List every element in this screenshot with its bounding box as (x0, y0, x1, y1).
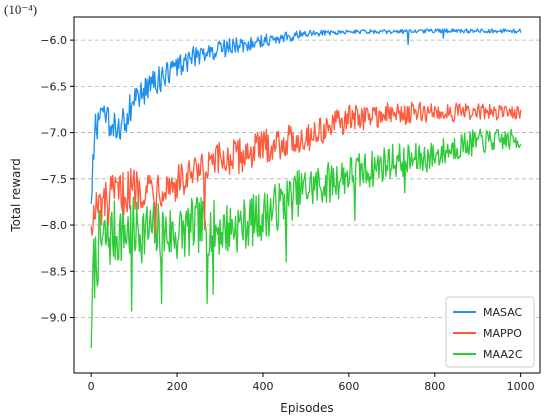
gridlines (74, 39, 540, 318)
y-tick-label: −9.0 (40, 312, 67, 325)
plot-frame (73, 16, 541, 374)
y-tick-label: −8.0 (40, 219, 67, 232)
series-line-masac (90, 28, 522, 204)
series-lines (90, 28, 522, 349)
x-axis-label: Episodes (280, 401, 333, 415)
x-axis-ticks: 0 200 400 600 800 1000 (88, 373, 535, 393)
series-line-mappo (90, 101, 522, 236)
legend-label: MAPPO (483, 327, 522, 340)
legend-label: MAA2C (483, 348, 523, 361)
y-axis-ticks: −9.0 −8.5 −8.0 −7.5 −7.0 −6.5 −6.0 (40, 34, 74, 325)
y-tick-label: −7.5 (40, 173, 67, 186)
x-tick-label: 1000 (507, 380, 535, 393)
x-tick-label: 400 (252, 380, 273, 393)
legend-label: MASAC (483, 306, 523, 319)
x-tick-label: 800 (424, 380, 445, 393)
y-tick-label: −7.0 (40, 127, 67, 140)
x-tick-label: 200 (167, 380, 188, 393)
x-tick-label: 600 (338, 380, 359, 393)
legend: MASAC MAPPO MAA2C (445, 296, 535, 368)
scale-exponent-label: (10⁻⁴) (4, 2, 37, 17)
y-tick-label: −8.5 (40, 265, 67, 278)
y-tick-label: −6.0 (40, 34, 67, 47)
series-line-maa2c (90, 128, 522, 349)
y-tick-label: −6.5 (40, 80, 67, 93)
y-axis-label: Total reward (9, 158, 23, 232)
legend-box (445, 296, 535, 368)
x-tick-label: 0 (88, 380, 95, 393)
